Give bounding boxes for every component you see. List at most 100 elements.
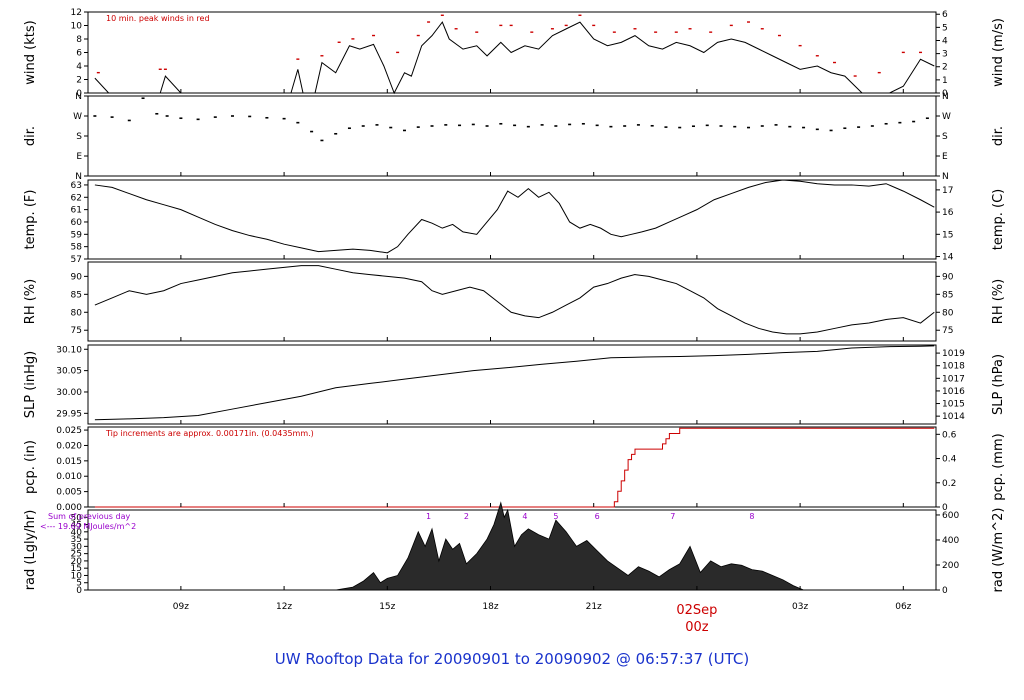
peak-wind-mark [747,21,751,23]
peak-wind-mark [815,55,819,57]
direction-point [213,116,217,118]
temperature-line [94,179,935,254]
x-tick-label: 12z [276,602,292,612]
direction-point [248,115,252,118]
peak-wind-mark [798,44,802,47]
direction-point [430,125,434,127]
y-tick-label-right: 14 [942,253,954,263]
y-tick-label-right: 400 [942,536,959,546]
y-tick-label: 0.000 [56,503,82,513]
y-tick-label-right: 600 [942,511,959,521]
direction-point [650,124,654,127]
y-tick-label: 30 [71,542,83,552]
y-tick-label: 29.95 [56,409,82,419]
peak-wind-mark [853,75,857,77]
y-tick-label: 10 [71,571,83,581]
x-tick-label: 21z [586,602,602,612]
y-tick-label-right: 1015 [942,400,965,410]
peak-wind-mark [499,24,503,27]
direction-point [127,119,131,122]
direction-point [719,125,723,127]
y-tick-label-right: 0 [942,89,948,99]
peak-wind-mark [509,24,513,27]
direction-point [733,125,737,128]
y-tick-label-right: 1018 [942,362,965,372]
direction-point [416,126,420,128]
y-axis-label: temp. (F) [23,190,38,250]
y-tick-label: 85 [71,290,82,300]
y-tick-label: E [76,152,82,162]
peak-wind-mark [372,34,376,37]
y-tick-label: 8 [76,35,82,45]
peak-wind-mark [654,31,658,33]
x-day-sublabel: 00z [685,620,709,635]
y-tick-label-right: E [942,152,948,162]
y-tick-label-right: 80 [942,308,954,318]
peak-wind-mark [674,31,678,33]
peak-wind-mark [296,58,300,60]
peak-wind-mark [396,51,400,54]
y-tick-label: 80 [71,308,83,318]
y-tick-label: 0.025 [56,426,82,436]
panel-annotation: 10 min. peak winds in red [106,14,210,23]
y-tick-label-right: 200 [942,561,959,571]
y-tick-label-right: 17 [942,186,953,196]
y-tick-label-right: 75 [942,326,953,336]
direction-point [513,124,517,127]
peak-wind-mark [612,31,616,33]
direction-point [526,125,530,128]
hour-marker: 7 [670,512,675,521]
y-axis-label-right: SLP (hPa) [991,354,1006,415]
x-tick-label: 15z [379,602,395,612]
peak-wind-mark [337,41,341,43]
y-tick-label-right: 1017 [942,374,965,384]
direction-point [870,125,874,127]
direction-point [93,115,97,117]
y-tick-label: 90 [71,272,83,282]
direction-point [829,129,833,132]
y-tick-label: 62 [71,193,82,203]
direction-point [458,124,462,127]
hour-marker: 4 [522,512,527,521]
direction-point [857,126,861,128]
x-axis: 09z 12z 15z 18z 21z 02Sep 03z 06z 00z [173,89,912,635]
y-tick-label-right: 2 [942,63,948,73]
direction-point [925,117,929,120]
peak-wind-mark [427,21,431,23]
y-tick-label: 10 [71,22,83,32]
y-tick-label-right: 1014 [942,412,965,422]
direction-point [912,120,916,123]
y-tick-label-right: 4 [942,36,948,46]
direction-point [884,122,888,125]
y-tick-label: 60 [71,218,83,228]
direction-point [760,125,764,127]
y-axis-label-right: pcp. (mm) [991,433,1006,500]
panel-frame [87,426,937,508]
y-tick-label: 5 [76,579,82,589]
direction-point [691,125,695,128]
y-tick-label-right: 1 [942,76,948,86]
x-tick-label: 18z [482,602,498,612]
direction-point [595,124,599,127]
y-tick-label: 0.005 [56,488,82,498]
peak-wind-mark [919,51,923,54]
direction-point [179,117,183,120]
direction-point [581,122,585,125]
panel-frame [87,261,937,342]
y-axis-label-right: rad (W/m^2) [991,508,1006,593]
peak-wind-mark [440,14,444,16]
direction-point [843,127,847,130]
page-title: UW Rooftop Data for 20090901 to 20090902… [274,650,750,668]
y-tick-label: 0.010 [56,472,82,482]
y-tick-label: 61 [71,206,82,216]
precip-line [94,427,935,508]
direction-point [334,132,338,135]
panel-rh: 75 80 85 90 75 80 85 90 RH (%) RH (%) [23,261,1006,342]
y-tick-label: 12 [71,8,82,18]
peak-wind-mark [550,28,554,30]
peak-wind-mark [158,68,162,70]
x-tick-label: 06z [895,602,911,612]
radiation-area [335,501,804,591]
direction-point [540,124,544,126]
